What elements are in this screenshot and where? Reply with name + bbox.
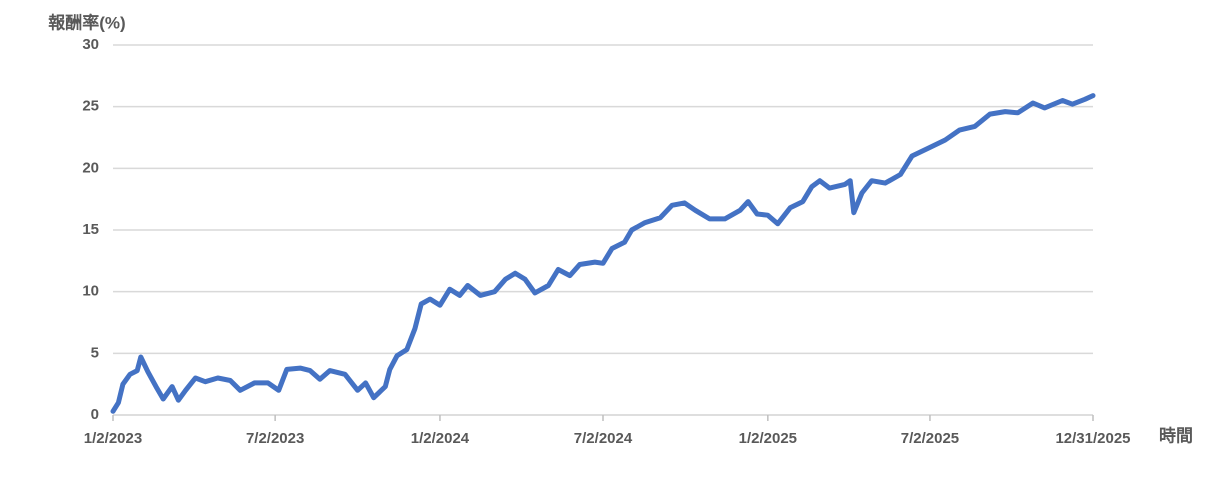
y-tick-label: 10 — [82, 283, 99, 300]
x-tick-label: 12/31/2025 — [1055, 430, 1130, 447]
x-axis-label: 時間 — [1159, 425, 1193, 445]
y-tick-label: 25 — [82, 98, 99, 115]
x-tick-label: 1/2/2025 — [739, 430, 797, 447]
y-tick-label: 20 — [82, 159, 99, 176]
x-tick-label: 1/2/2024 — [411, 430, 470, 447]
y-tick-label: 30 — [82, 36, 99, 53]
y-axis-label: 報酬率(%) — [48, 12, 125, 32]
data-line — [110, 93, 1096, 414]
x-tick-label: 7/2/2024 — [574, 430, 633, 447]
x-tick-label: 7/2/2023 — [246, 430, 304, 447]
y-tick-label: 15 — [82, 221, 99, 238]
x-tick-label: 7/2/2025 — [901, 430, 959, 447]
y-tick-label: 0 — [91, 406, 99, 423]
y-tick-label: 5 — [91, 344, 99, 361]
x-tick-label: 1/2/2023 — [84, 430, 142, 447]
